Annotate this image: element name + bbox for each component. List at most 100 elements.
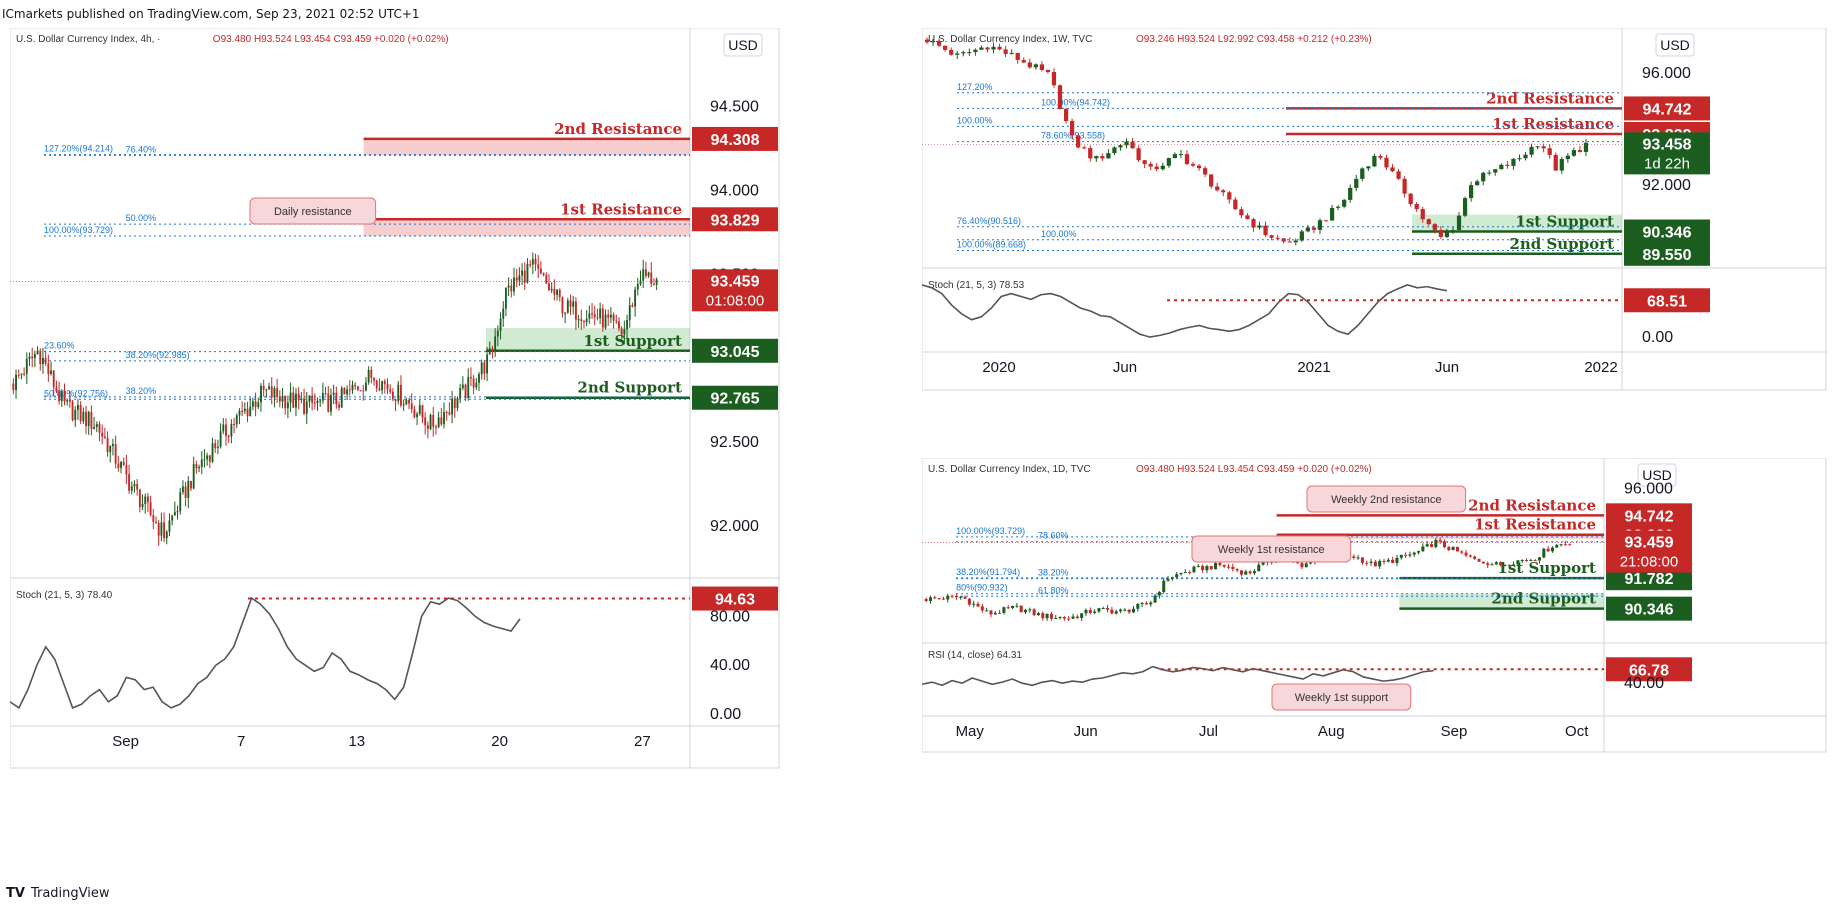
candle-body <box>109 445 112 453</box>
candle-body <box>650 272 653 285</box>
x-tick-label: 2022 <box>1584 359 1617 376</box>
candle-body <box>1412 552 1416 555</box>
candle-body <box>928 597 932 601</box>
current-price-tag <box>1606 530 1692 573</box>
candle-body <box>1170 577 1174 579</box>
tradingview-brand: TradingView <box>30 886 110 901</box>
oscillator-line <box>10 596 521 710</box>
candle-body <box>518 275 521 281</box>
candle-body <box>1396 171 1401 179</box>
fib-label: 127.20%(94.214) <box>44 144 113 154</box>
fib-label: 100.00% <box>957 115 993 125</box>
candle-body <box>1184 154 1190 164</box>
level-price-text: 92.765 <box>711 391 760 408</box>
candle-body <box>1300 563 1304 568</box>
candle-body <box>93 426 96 429</box>
candle-body <box>359 390 362 392</box>
candle-body <box>1408 193 1413 205</box>
tradingview-footer[interactable]: TV TradingView <box>6 886 109 901</box>
candle-body <box>1386 559 1390 562</box>
candle-body <box>144 496 147 504</box>
candle-body <box>1218 562 1222 566</box>
candle-body <box>1131 608 1135 613</box>
candle-body <box>618 321 620 329</box>
level-price-text: 94.742 <box>1625 508 1674 525</box>
candle-body <box>959 596 963 598</box>
chart-weekly[interactable]: U.S. Dollar Currency Index, 1W, TVC O93.2… <box>922 28 1827 452</box>
candle-body <box>1153 595 1157 603</box>
candle-body <box>246 408 249 417</box>
candle-body <box>499 318 502 331</box>
candle-body <box>1535 146 1540 148</box>
candle-body <box>276 388 279 397</box>
candle-body <box>1468 555 1472 557</box>
y-tick-label: 0.00 <box>1642 329 1673 346</box>
candle-body <box>488 348 491 355</box>
candle-body <box>418 405 421 414</box>
candle-body <box>195 464 198 469</box>
candle-body <box>251 401 254 407</box>
candle-body <box>1577 150 1583 152</box>
candle-body <box>297 393 300 400</box>
y-tick-label: 96.000 <box>1642 65 1691 82</box>
ohlc-readout: O93.246 H93.524 L92.992 C93.458 +0.212 (… <box>1136 34 1372 45</box>
candle-body <box>1054 618 1058 620</box>
candle-body <box>480 362 483 375</box>
candle-body <box>1438 230 1444 237</box>
candle-body <box>1119 609 1123 612</box>
candle-body <box>1571 150 1577 156</box>
candle-body <box>601 308 604 328</box>
level-zone <box>1276 534 1604 539</box>
candle-body <box>1178 154 1184 156</box>
chart-daily[interactable]: U.S. Dollar Currency Index, 1D, TVC O93.4… <box>922 458 1827 876</box>
candle-body <box>155 521 157 524</box>
candle-body <box>1523 154 1528 159</box>
candle-body <box>979 47 984 50</box>
candle-body <box>1512 564 1516 566</box>
candle-body <box>548 283 550 291</box>
current-price-timer: 1d 22h <box>1644 155 1690 172</box>
oscillator-label: Stoch (21, 5, 3) 78.53 <box>928 280 1025 291</box>
candle-body <box>1209 174 1214 187</box>
candle-body <box>1069 121 1075 136</box>
candle-body <box>961 52 966 54</box>
candle-body <box>1214 562 1218 570</box>
candle-body <box>1175 574 1179 578</box>
oscillator-level-tag <box>1624 288 1710 313</box>
candle-body <box>1356 557 1360 559</box>
candle-body <box>1365 562 1369 564</box>
chart-4h[interactable]: U.S. Dollar Currency Index, 4h, · O93.480… <box>10 28 780 875</box>
candle-body <box>28 356 31 359</box>
candle-body <box>1188 572 1192 574</box>
currency-label: USD <box>728 37 758 53</box>
candle-body <box>1486 563 1490 566</box>
chart-panel-weekly[interactable]: U.S. Dollar Currency Index, 1W, TVC O93.2… <box>922 28 1827 452</box>
candle-body <box>980 606 984 611</box>
x-tick-label: Aug <box>1318 723 1345 740</box>
candle-body <box>1420 209 1425 220</box>
fib-label: 76.40%(90.516) <box>957 216 1021 226</box>
candle-body <box>1075 616 1079 618</box>
candle-body <box>1202 168 1208 175</box>
candle-body <box>66 399 69 402</box>
candle-body <box>1110 609 1114 614</box>
candle-body <box>1402 178 1407 194</box>
candle-body <box>1444 231 1450 237</box>
fib-label: 23.60% <box>44 341 75 351</box>
candle-body <box>273 388 276 398</box>
candle-body <box>496 330 499 337</box>
candle-body <box>300 398 303 400</box>
candle-body <box>1366 166 1371 169</box>
chart-panel-4h[interactable]: U.S. Dollar Currency Index, 4h, · O93.480… <box>10 28 780 875</box>
candle-body <box>149 502 152 516</box>
candle-body <box>265 389 268 391</box>
candle-body <box>1293 240 1298 243</box>
chart-panel-daily[interactable]: U.S. Dollar Currency Index, 1D, TVC O93.4… <box>922 458 1827 876</box>
candle-body <box>599 308 602 319</box>
candle-body <box>1221 190 1226 193</box>
candle-body <box>308 395 311 402</box>
candle-body <box>1244 571 1248 575</box>
candle-body <box>588 313 591 319</box>
level-label: 1st Support <box>583 332 682 350</box>
candle-body <box>106 437 109 453</box>
